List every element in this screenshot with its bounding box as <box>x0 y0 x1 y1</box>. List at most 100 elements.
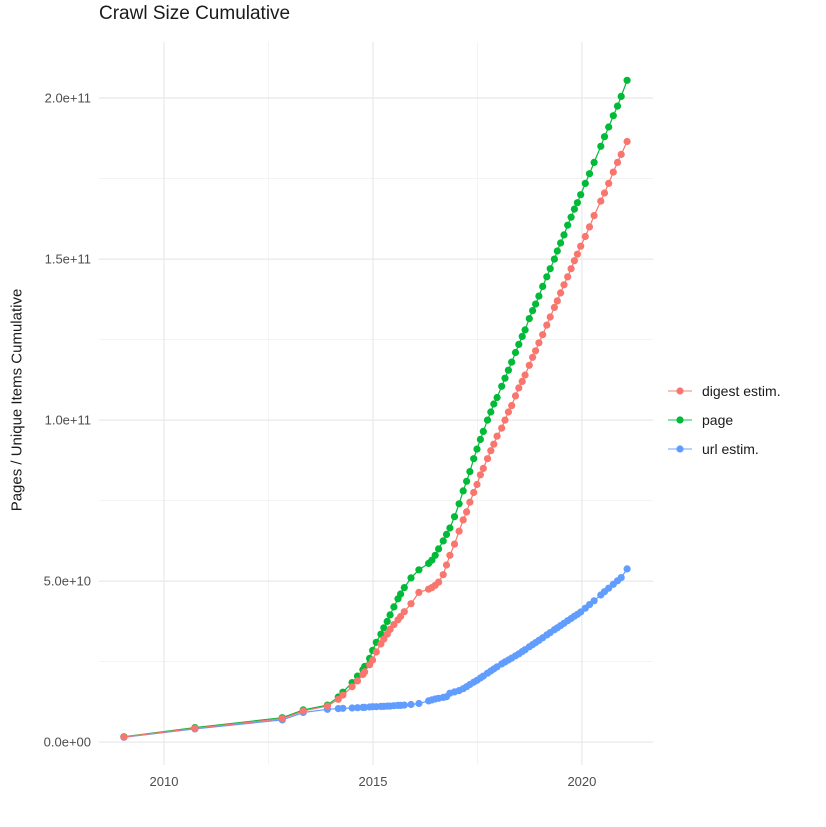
x-tick-label: 2020 <box>567 774 596 789</box>
data-point <box>553 297 561 305</box>
data-point <box>483 416 492 424</box>
data-point <box>539 282 547 290</box>
data-point <box>353 704 362 712</box>
data-point <box>463 508 471 516</box>
data-point <box>415 699 423 708</box>
data-point <box>348 704 356 712</box>
data-point <box>515 340 523 348</box>
series-digest-estim <box>120 137 631 741</box>
data-point <box>617 92 625 100</box>
data-point <box>487 447 495 455</box>
data-point <box>431 551 439 559</box>
data-point <box>590 158 598 166</box>
data-point <box>473 480 481 489</box>
data-point <box>299 707 307 715</box>
y-axis-label: Pages / Unique Items Cumulative <box>8 288 26 512</box>
data-point <box>605 179 613 187</box>
data-point <box>339 704 347 712</box>
data-point <box>560 231 568 239</box>
data-point <box>535 292 543 300</box>
data-point <box>600 133 609 141</box>
data-point <box>508 358 516 366</box>
chart-title: Crawl Size Cumulative <box>99 3 291 24</box>
legend-item-page: page <box>668 410 781 430</box>
data-point <box>570 205 579 213</box>
data-point <box>590 212 598 220</box>
data-point <box>466 468 474 476</box>
series-url-estim <box>120 565 631 741</box>
data-point <box>439 571 447 579</box>
data-point <box>415 566 423 574</box>
data-point <box>498 382 506 390</box>
data-point <box>518 377 526 385</box>
data-point <box>450 513 459 521</box>
data-point <box>348 683 356 691</box>
legend-item-digest-estim: digest estim. <box>668 381 781 401</box>
data-point <box>564 221 572 229</box>
data-point <box>573 250 582 258</box>
data-point <box>407 574 415 582</box>
url-estim-key-icon <box>668 445 692 453</box>
data-point <box>446 524 454 532</box>
data-point <box>521 326 529 334</box>
x-tick-label: 2015 <box>359 774 388 789</box>
data-point <box>550 303 559 311</box>
data-point <box>567 265 575 273</box>
data-point <box>353 677 362 685</box>
data-point <box>400 584 408 592</box>
data-point <box>609 112 617 120</box>
data-point <box>476 435 484 443</box>
data-point <box>386 611 394 619</box>
data-point <box>511 392 520 400</box>
data-point <box>459 487 467 495</box>
data-point <box>334 695 342 703</box>
data-point <box>609 168 617 176</box>
data-point <box>613 158 622 166</box>
data-point <box>525 315 533 323</box>
data-point <box>557 239 565 247</box>
major-gridlines <box>99 42 653 765</box>
data-point <box>623 565 631 573</box>
data-point <box>577 191 585 199</box>
data-point <box>546 313 554 321</box>
data-point <box>383 617 391 626</box>
data-point <box>597 197 605 205</box>
data-point <box>361 668 369 676</box>
legend-label-digest-estim: digest estim. <box>702 383 781 399</box>
page-key-icon <box>668 416 692 424</box>
data-point <box>487 408 495 416</box>
data-point <box>543 321 551 329</box>
data-point <box>617 150 625 158</box>
y-axis-tick-labels: 0.0e+00 5.0e+10 1.0e+11 1.5e+11 2.0e+11 <box>44 91 91 750</box>
data-point <box>529 353 537 361</box>
data-point <box>372 648 380 656</box>
data-point <box>415 588 423 597</box>
data-point <box>521 371 529 379</box>
data-point <box>590 597 598 605</box>
y-tick-label: 5.0e+10 <box>44 574 91 589</box>
data-point <box>605 123 613 131</box>
data-point <box>390 603 398 611</box>
data-point <box>407 600 415 608</box>
y-tick-label: 0.0e+00 <box>44 735 91 750</box>
data-point <box>490 400 498 408</box>
data-point <box>400 701 408 709</box>
data-point <box>191 724 199 732</box>
series-page <box>120 76 631 741</box>
legend-item-url-estim: url estim. <box>668 439 781 459</box>
data-point <box>407 700 415 709</box>
data-point <box>597 142 605 150</box>
data-point <box>573 199 582 207</box>
data-point <box>581 179 589 187</box>
data-point <box>450 540 459 548</box>
data-point <box>585 223 594 231</box>
data-point <box>470 488 478 497</box>
data-point <box>557 289 565 297</box>
data-point <box>493 393 501 402</box>
data-point <box>543 273 551 281</box>
data-point <box>400 608 408 616</box>
data-point <box>501 374 509 382</box>
data-point <box>459 516 467 524</box>
data-point <box>369 656 377 664</box>
